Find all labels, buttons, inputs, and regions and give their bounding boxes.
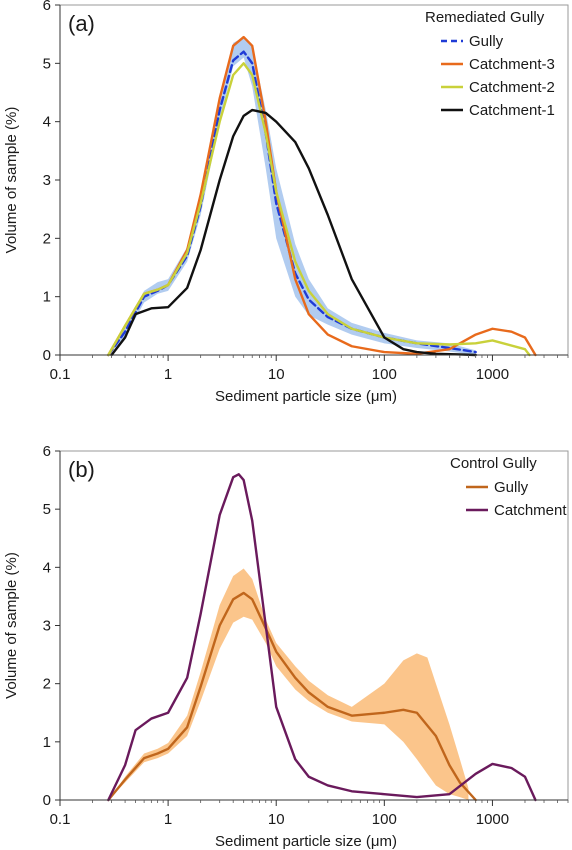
series-line-gully	[107, 591, 477, 802]
legend-title: Control Gully	[450, 455, 537, 472]
x-axis-label: Sediment particle size (μm)	[215, 833, 397, 850]
y-tick-label: 2	[43, 230, 51, 247]
band-gully	[108, 568, 469, 800]
legend-label-catchment-1: Catchment-1	[469, 102, 555, 119]
y-tick-label: 2	[43, 676, 51, 693]
x-tick-label: 10	[268, 811, 285, 828]
series-line-catchment	[107, 473, 537, 802]
panel-tag: (b)	[68, 457, 95, 482]
x-tick-label: 10	[268, 366, 285, 383]
plot-frame	[59, 450, 569, 801]
x-tick-label: 1000	[476, 366, 509, 383]
x-tick-label: 1	[164, 811, 172, 828]
x-tick-label: 0.1	[50, 811, 71, 828]
chart-panel-a: 0.1 1 10 100 1000 0 1 2 3 4 5 6 Sediment particle si…	[3, 0, 569, 405]
y-tick-label: 1	[43, 289, 51, 306]
y-tick-label: 1	[43, 734, 51, 751]
x-axis-label: Sediment particle size (μm)	[215, 388, 397, 405]
y-axis-label: Volume of sample (%)	[3, 552, 20, 699]
y-tick-label: 5	[43, 501, 51, 518]
y-tick-label: 4	[43, 559, 51, 576]
legend-label-gully: Gully	[494, 479, 529, 496]
series-line-gully	[107, 50, 477, 357]
x-tick-label: 0.1	[50, 366, 71, 383]
x-tick-label: 100	[372, 366, 397, 383]
y-tick-label: 3	[43, 172, 51, 189]
legend-label-catchment-3: Catchment-3	[469, 56, 555, 73]
series-line-catchment-1	[110, 108, 477, 357]
x-tick-label: 100	[372, 811, 397, 828]
panel-tag: (a)	[68, 11, 95, 36]
series-line-catchment-2	[107, 62, 531, 357]
legend-title: Remediated Gully	[425, 9, 545, 26]
chart-panel-b: 0.1 1 10 100 1000 0 1 2 3 4 5 6 Sediment particle si…	[3, 443, 569, 850]
y-tick-label: 0	[43, 792, 51, 809]
y-tick-label: 4	[43, 114, 51, 131]
legend-label-catchment: Catchment	[494, 502, 567, 519]
y-tick-label: 6	[43, 443, 51, 460]
legend-label-catchment-2: Catchment-2	[469, 79, 555, 96]
y-tick-label: 6	[43, 0, 51, 14]
y-axis-label: Volume of sample (%)	[3, 107, 20, 254]
x-tick-label: 1	[164, 366, 172, 383]
y-tick-label: 5	[43, 55, 51, 72]
x-tick-label: 1000	[476, 811, 509, 828]
y-tick-label: 0	[43, 347, 51, 364]
legend-label-gully: Gully	[469, 33, 504, 50]
y-tick-label: 3	[43, 618, 51, 635]
